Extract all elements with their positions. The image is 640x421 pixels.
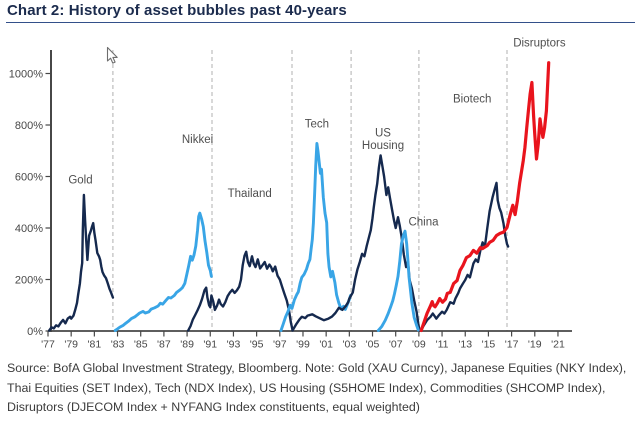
chart-title: Chart 2: History of asset bubbles past 4… <box>7 2 347 19</box>
series-label-nikkei: Nikkei <box>182 134 213 146</box>
chart-header: Chart 2: History of asset bubbles past 4… <box>7 2 634 19</box>
series-line-nikkei <box>113 211 213 332</box>
x-tick-label: '15 <box>482 339 496 351</box>
y-tick-label: 400% <box>15 223 43 235</box>
x-tick-label: '11 <box>436 339 449 351</box>
x-tick-label: '91 <box>203 339 217 351</box>
x-tick-label: '21 <box>551 339 565 351</box>
x-tick-label: '97 <box>273 339 287 351</box>
x-tick-label: '85 <box>134 339 148 351</box>
source-note: Source: BofA Global Investment Strategy,… <box>7 359 635 418</box>
x-tick-label: '79 <box>64 339 78 351</box>
title-underline <box>6 22 635 23</box>
mouse-cursor <box>106 46 118 64</box>
series-label-tech: Tech <box>305 119 329 131</box>
x-tick-label: '01 <box>319 339 333 351</box>
x-tick-label: '05 <box>366 339 380 351</box>
series-line-gold <box>48 193 115 332</box>
x-tick-label: '07 <box>389 339 403 351</box>
y-tick-label: 800% <box>15 120 43 132</box>
series-label-disruptors: Disruptors <box>513 38 566 50</box>
series-line-biotech <box>420 181 510 332</box>
series-label-us-housing: US Housing <box>362 128 404 153</box>
x-tick-label: '17 <box>505 339 519 351</box>
x-tick-label: '87 <box>157 339 171 351</box>
source-note-line: Source: BofA Global Investment Strategy,… <box>7 361 627 375</box>
x-tick-label: '13 <box>458 339 472 351</box>
x-tick-label: '03 <box>342 339 356 351</box>
series-line-tech <box>279 142 352 332</box>
x-tick-label: '99 <box>296 339 310 351</box>
x-tick-label: '81 <box>88 339 102 351</box>
y-tick-label: 600% <box>15 171 43 183</box>
x-tick-label: '89 <box>180 339 194 351</box>
x-tick-label: '77 <box>41 339 55 351</box>
x-tick-label: '09 <box>412 339 426 351</box>
series-label-china: China <box>408 216 439 228</box>
x-tick-label: '19 <box>528 339 542 351</box>
y-tick-label: 1000% <box>9 68 43 80</box>
series-line-disruptors <box>419 61 551 333</box>
series-line-china <box>376 229 420 332</box>
series-label-gold: Gold <box>68 175 92 187</box>
x-tick-label: '95 <box>250 339 264 351</box>
source-note-line: Disruptors (DJECOM Index + NYFANG Index … <box>7 400 420 414</box>
x-tick-label: '83 <box>111 339 125 351</box>
y-tick-label: 0% <box>27 326 43 338</box>
source-note-line: Thai Equities (SET Index), Tech (NDX Ind… <box>7 380 606 395</box>
series-line-thailand <box>186 250 294 332</box>
series-label-biotech: Biotech <box>453 93 491 105</box>
y-tick-label: 200% <box>15 274 43 286</box>
x-tick-label: '93 <box>227 339 241 351</box>
series-label-thailand: Thailand <box>228 188 272 200</box>
